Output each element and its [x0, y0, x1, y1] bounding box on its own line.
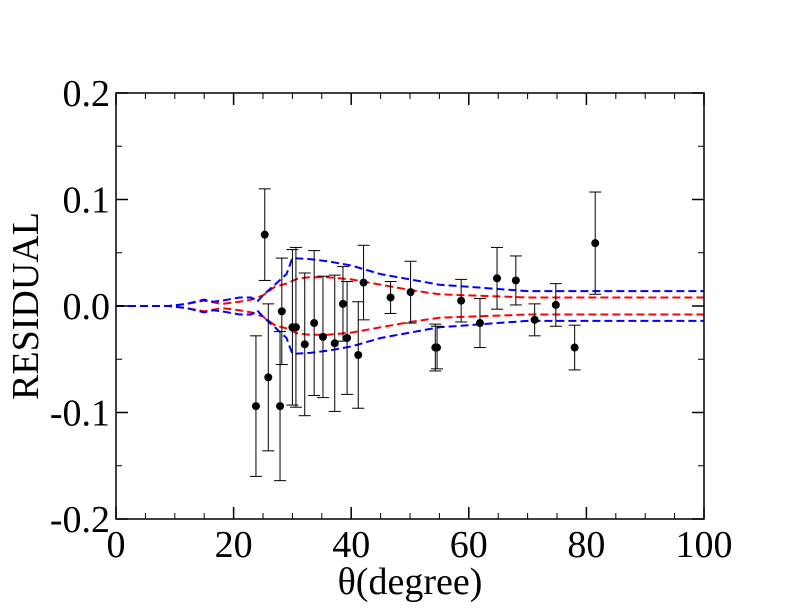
- point-marker: [310, 319, 319, 328]
- point-marker: [530, 315, 539, 324]
- data-point: [341, 281, 354, 395]
- data-point: [589, 191, 602, 295]
- y-tick-label: -0.2: [50, 499, 110, 541]
- point-marker: [457, 296, 466, 305]
- y-axis-label: RESIDUAL: [5, 212, 47, 400]
- data-point: [298, 272, 311, 417]
- band-1-upper-line: [116, 257, 704, 307]
- point-marker: [591, 239, 600, 248]
- point-marker: [338, 299, 347, 308]
- point-marker: [260, 230, 269, 239]
- data-point: [316, 275, 329, 399]
- y-tick-label: 0.0: [63, 286, 111, 328]
- data-point: [328, 274, 341, 412]
- data-point: [473, 298, 486, 349]
- y-tick-label: 0.2: [63, 73, 111, 115]
- point-marker: [251, 402, 260, 411]
- data-point: [384, 281, 397, 314]
- point-marker: [343, 333, 352, 342]
- point-marker: [330, 339, 339, 348]
- point-marker: [406, 288, 415, 297]
- data-point: [308, 250, 321, 396]
- band-1-lower-line: [116, 305, 704, 355]
- data-point: [336, 266, 349, 342]
- points-layer: [249, 188, 602, 482]
- data-point: [491, 246, 504, 310]
- point-marker: [570, 343, 579, 352]
- y-tick-label: -0.1: [50, 393, 110, 435]
- x-tick-label: 100: [676, 524, 733, 566]
- point-marker: [551, 300, 560, 309]
- data-point: [509, 255, 522, 306]
- x-tick-label: 80: [567, 524, 605, 566]
- band-0-lower-line: [116, 305, 704, 336]
- data-point: [274, 331, 287, 482]
- point-marker: [318, 332, 327, 341]
- data-point: [275, 257, 288, 366]
- x-tick-label: 40: [332, 524, 370, 566]
- y-axis: -0.2 -0.1 0.0 0.1 0.2: [50, 73, 704, 541]
- data-point: [431, 325, 444, 370]
- point-marker: [511, 276, 520, 285]
- x-tick-label: 0: [107, 524, 126, 566]
- point-marker: [300, 340, 309, 349]
- plot-frame: [115, 92, 705, 520]
- x-axis-label: θ(degree): [338, 561, 483, 603]
- data-point: [289, 246, 302, 408]
- data-point: [549, 283, 562, 327]
- data-point: [528, 303, 541, 337]
- point-marker: [386, 293, 395, 302]
- x-tick-label: 60: [450, 524, 488, 566]
- data-point: [262, 303, 275, 452]
- data-point: [357, 244, 370, 321]
- point-marker: [276, 402, 285, 411]
- point-marker: [433, 343, 442, 352]
- data-point: [258, 188, 271, 281]
- band-0-upper-line: [116, 276, 704, 307]
- point-marker: [359, 278, 368, 287]
- point-marker: [291, 323, 300, 332]
- point-marker: [493, 274, 502, 283]
- point-marker: [277, 307, 286, 316]
- data-point: [249, 335, 262, 477]
- x-tick-label: 20: [215, 524, 253, 566]
- data-point: [455, 278, 468, 323]
- data-point: [568, 324, 581, 371]
- y-tick-label: 0.1: [63, 180, 111, 222]
- point-marker: [354, 350, 363, 359]
- x-axis: 0 20 40 60 80 100: [107, 93, 733, 566]
- data-point: [352, 301, 365, 409]
- point-marker: [475, 319, 484, 328]
- bands-layer: [116, 257, 704, 355]
- data-point: [404, 260, 417, 324]
- point-marker: [264, 373, 273, 382]
